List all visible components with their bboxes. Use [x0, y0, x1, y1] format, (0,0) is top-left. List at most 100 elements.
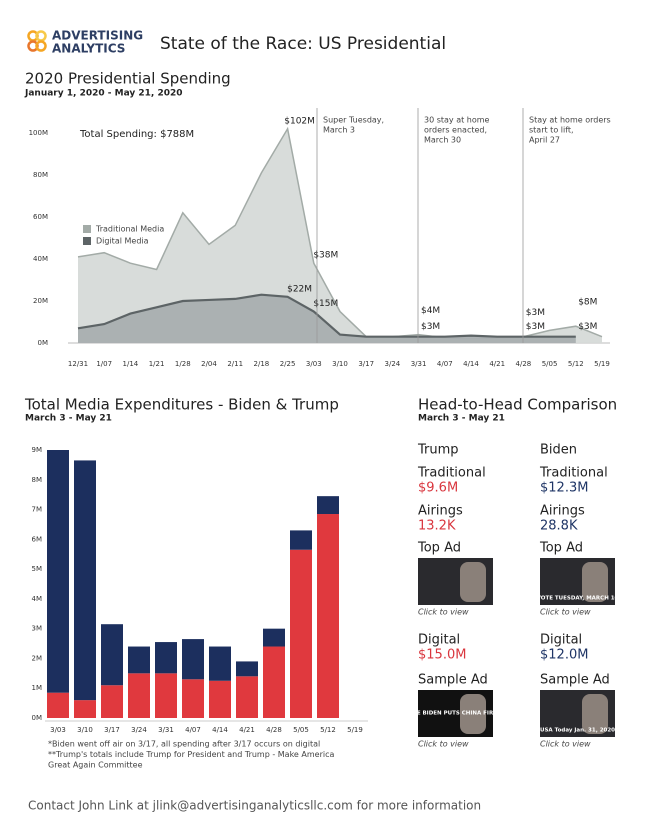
y-tick-label: 100M [29, 129, 48, 137]
y-tick-label: 4M [32, 595, 43, 603]
ad-thumbnail[interactable]: USA Today Jan. 31, 2020 [540, 690, 615, 737]
data-label: $4M [421, 306, 440, 316]
area [78, 128, 602, 343]
event-label: start to lift, [529, 126, 574, 135]
bar [236, 676, 258, 718]
bar [317, 496, 339, 515]
chart-subtitle: March 3 - May 21 [25, 414, 112, 424]
event-label: March 3 [323, 126, 355, 135]
annotation: Total Spending: $788M [79, 129, 194, 140]
click-to-view[interactable]: Click to view [540, 740, 591, 749]
data-label: $3M [526, 322, 545, 332]
bar [47, 692, 69, 718]
bar [47, 450, 69, 693]
x-tick-label: 3/03 [50, 726, 66, 734]
x-tick-label: 3/10 [332, 360, 348, 368]
event-label: Super Tuesday, [323, 116, 384, 125]
logo-text: ANALYTICS [52, 42, 125, 56]
bar [182, 679, 204, 718]
item-label: Digital [418, 633, 460, 648]
data-label: $8M [578, 298, 597, 308]
click-to-view[interactable]: Click to view [418, 608, 469, 617]
logo [27, 30, 47, 52]
ad-figure [582, 694, 608, 734]
bar [209, 680, 231, 718]
x-tick-label: 1/07 [96, 360, 112, 368]
x-tick-label: 2/11 [227, 360, 243, 368]
chart-title: Total Media Expenditures - Biden & Trump [24, 396, 339, 414]
bar [74, 700, 96, 718]
x-tick-label: 5/19 [347, 726, 363, 734]
data-label: $3M [421, 322, 440, 332]
y-tick-label: 80M [33, 171, 48, 179]
chart-title: 2020 Presidential Spending [25, 70, 231, 88]
footnote: **Trump's totals include Trump for Presi… [48, 750, 334, 759]
y-tick-label: 9M [32, 446, 43, 454]
y-tick-label: 0M [32, 714, 43, 722]
x-tick-label: 3/03 [306, 360, 322, 368]
x-tick-label: 1/28 [175, 360, 191, 368]
ad-thumbnail[interactable]: JOE BIDEN PUTS CHINA FIRST [409, 690, 501, 737]
x-tick-label: 3/10 [77, 726, 93, 734]
item-label: Traditional [539, 466, 608, 481]
item-label: Digital [540, 633, 582, 648]
ad-thumbnail[interactable] [418, 558, 493, 605]
x-tick-label: 4/07 [437, 360, 453, 368]
bar [290, 549, 312, 718]
bar [182, 639, 204, 680]
data-label: $102M [284, 116, 315, 126]
bar [317, 514, 339, 718]
x-tick-label: 3/17 [358, 360, 374, 368]
item-label: Sample Ad [540, 673, 610, 688]
x-tick-label: 4/14 [463, 360, 479, 368]
x-tick-label: 5/05 [542, 360, 558, 368]
footer: Contact John Link at jlink@advertisingan… [28, 799, 481, 813]
item-label: Top Ad [417, 541, 461, 556]
x-tick-label: 4/28 [516, 360, 532, 368]
x-tick-label: 5/12 [568, 360, 584, 368]
footnote: Great Again Committee [48, 761, 143, 770]
legend-swatch [83, 237, 91, 245]
x-tick-label: 2/04 [201, 360, 217, 368]
bar [128, 673, 150, 718]
event-label: April 27 [529, 136, 560, 145]
chart-subtitle: January 1, 2020 - May 21, 2020 [24, 89, 183, 99]
bar [290, 530, 312, 550]
y-tick-label: 6M [32, 535, 43, 543]
page-title: State of the Race: US Presidential [160, 34, 446, 54]
bar [263, 628, 285, 647]
data-label: $3M [578, 322, 597, 332]
ad-thumbnail[interactable]: VOTE TUESDAY, MARCH 10 [537, 558, 619, 605]
x-tick-label: 5/05 [293, 726, 309, 734]
data-label: $22M [287, 284, 312, 294]
x-tick-label: 3/24 [131, 726, 147, 734]
y-tick-label: 20M [33, 297, 48, 305]
x-tick-label: 3/24 [385, 360, 401, 368]
bar [263, 646, 285, 718]
data-label: $38M [313, 251, 338, 261]
bar [155, 642, 177, 674]
ad-figure [460, 694, 486, 734]
bar [101, 624, 123, 686]
click-to-view[interactable]: Click to view [540, 608, 591, 617]
y-tick-label: 3M [32, 625, 43, 633]
item-label: Traditional [417, 466, 486, 481]
panel-title: Head-to-Head Comparison [418, 396, 617, 414]
area [78, 294, 576, 343]
item-value: $12.3M [540, 481, 588, 496]
item-label: Top Ad [539, 541, 583, 556]
item-label: Airings [540, 504, 585, 519]
event-label: 30 stay at home [424, 116, 490, 125]
y-tick-label: 7M [32, 506, 43, 514]
x-tick-label: 3/17 [104, 726, 120, 734]
bar [128, 646, 150, 674]
y-tick-label: 40M [33, 255, 48, 263]
y-tick-label: 60M [33, 213, 48, 221]
data-label: $3M [526, 308, 545, 318]
x-tick-label: 2/18 [254, 360, 270, 368]
item-label: Sample Ad [418, 673, 488, 688]
item-value: $12.0M [540, 648, 588, 663]
x-tick-label: 4/28 [266, 726, 282, 734]
ad-image-text: VOTE TUESDAY, MARCH 10 [537, 596, 619, 602]
click-to-view[interactable]: Click to view [418, 740, 469, 749]
